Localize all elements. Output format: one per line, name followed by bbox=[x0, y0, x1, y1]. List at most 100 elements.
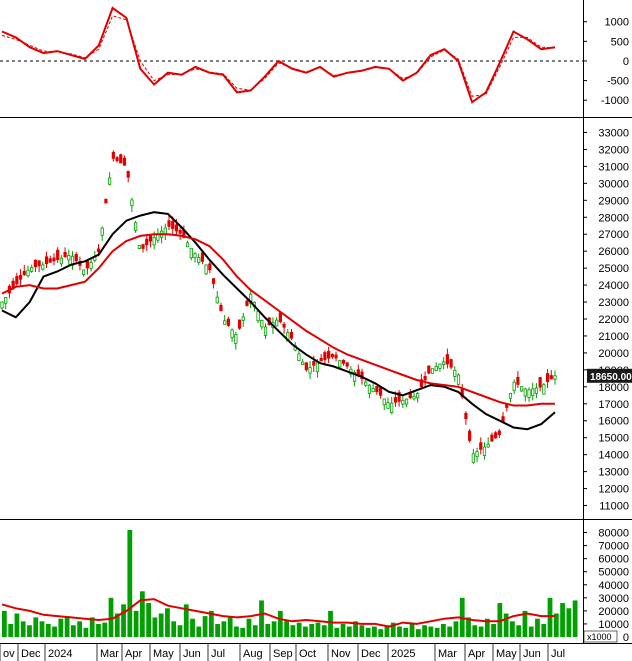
x-tick-label: Apr bbox=[468, 648, 485, 660]
candle-body bbox=[330, 353, 334, 358]
candle-body bbox=[100, 227, 104, 236]
candle-body bbox=[0, 301, 4, 309]
candle-body bbox=[260, 320, 264, 328]
volume-bar bbox=[296, 622, 302, 637]
candle-body bbox=[382, 398, 386, 406]
candle-body bbox=[531, 388, 535, 396]
y-tick-label: 10000 bbox=[598, 619, 629, 631]
candle-body bbox=[234, 334, 238, 344]
y-tick-label: 26000 bbox=[598, 246, 629, 258]
volume-bar bbox=[221, 621, 227, 637]
candle-body bbox=[430, 368, 435, 374]
y-tick-label: 0 bbox=[623, 56, 629, 68]
y-tick-label: 28000 bbox=[598, 212, 629, 224]
candle-body bbox=[282, 323, 286, 328]
volume-bar bbox=[45, 623, 51, 637]
candle-body bbox=[111, 151, 115, 159]
candle-body bbox=[137, 245, 141, 249]
candle-body bbox=[48, 258, 52, 263]
y-tick-label: 1000 bbox=[605, 17, 629, 29]
x-tick-label: May bbox=[496, 648, 517, 660]
candle-body bbox=[486, 443, 490, 448]
x-tick-label: Nov bbox=[331, 648, 351, 660]
volume-bar bbox=[121, 604, 126, 637]
volume-bar bbox=[58, 618, 64, 637]
candle-body bbox=[289, 331, 294, 339]
candle-body bbox=[145, 238, 149, 246]
volume-bar bbox=[2, 610, 7, 637]
candle-body bbox=[323, 352, 327, 360]
x-tick-label: May bbox=[153, 648, 174, 660]
volume-bar bbox=[359, 625, 365, 637]
candle-body bbox=[423, 376, 427, 381]
candle-body bbox=[193, 253, 197, 258]
volume-bar bbox=[441, 623, 446, 637]
candle-body bbox=[308, 367, 312, 374]
candle-body bbox=[189, 247, 193, 259]
y-tick-label: 60000 bbox=[598, 554, 629, 566]
y-tick-label: 18000 bbox=[598, 382, 629, 394]
volume-bar bbox=[447, 626, 453, 637]
y-tick-label: -1000 bbox=[601, 95, 629, 107]
candle-body bbox=[482, 446, 487, 456]
volume-bar bbox=[547, 597, 553, 637]
candle-body bbox=[490, 434, 494, 442]
candle-body bbox=[200, 252, 205, 262]
candle-body bbox=[297, 353, 301, 362]
candle-body bbox=[393, 397, 398, 403]
candle-body bbox=[18, 275, 23, 280]
volume-bar bbox=[390, 622, 396, 637]
candle-body bbox=[315, 362, 320, 372]
volume-bar bbox=[572, 600, 578, 637]
y-tick-label: 14000 bbox=[598, 450, 629, 462]
x-tick-label: Jul bbox=[551, 648, 565, 660]
candle-body bbox=[319, 357, 323, 362]
volume-bar bbox=[340, 623, 346, 637]
candle-body bbox=[386, 402, 390, 409]
volume-bar bbox=[39, 621, 45, 637]
y-tick-label: 20000 bbox=[598, 606, 629, 618]
volume-bar bbox=[240, 627, 246, 637]
volume-bar bbox=[152, 617, 158, 637]
candle-body bbox=[390, 402, 394, 413]
candle-body bbox=[59, 257, 63, 265]
candle-body bbox=[438, 363, 442, 369]
volume-bar bbox=[102, 622, 108, 637]
candle-body bbox=[375, 385, 379, 393]
candle-body bbox=[468, 430, 472, 441]
candle-body bbox=[497, 430, 501, 436]
candle-body bbox=[223, 320, 227, 325]
candle-body bbox=[15, 276, 19, 285]
candle-body bbox=[442, 361, 446, 365]
y-tick-label: 22000 bbox=[598, 314, 629, 326]
candle-body bbox=[341, 359, 346, 364]
volume-bar bbox=[284, 620, 289, 637]
volume-bar bbox=[215, 623, 221, 637]
volume-bar bbox=[64, 616, 70, 637]
x-tick-label: Aug bbox=[243, 648, 263, 660]
y-tick-label: -500 bbox=[607, 76, 629, 88]
y-tick-label: 27000 bbox=[598, 229, 629, 241]
y-tick-label: 500 bbox=[611, 36, 629, 48]
volume-bar bbox=[553, 613, 559, 637]
candle-body bbox=[152, 237, 156, 246]
candle-body bbox=[494, 432, 498, 439]
volume-bar bbox=[146, 603, 152, 637]
volume-bar bbox=[328, 610, 333, 637]
volume-bar bbox=[70, 625, 76, 637]
candle-body bbox=[419, 379, 423, 388]
candle-body bbox=[37, 260, 41, 267]
candle-body bbox=[108, 177, 112, 185]
candle-body bbox=[534, 387, 539, 394]
candle-body bbox=[312, 361, 316, 366]
candle-body bbox=[226, 318, 230, 326]
candle-body bbox=[401, 400, 405, 405]
y-tick-label: 12000 bbox=[598, 484, 629, 496]
volume-bar bbox=[428, 626, 434, 637]
y-tick-label: 50000 bbox=[598, 567, 629, 579]
candle-body bbox=[275, 319, 279, 327]
candle-body bbox=[352, 372, 357, 382]
candle-body bbox=[523, 388, 527, 397]
y-tick-label: 24000 bbox=[598, 280, 629, 292]
candle-body bbox=[26, 269, 30, 277]
